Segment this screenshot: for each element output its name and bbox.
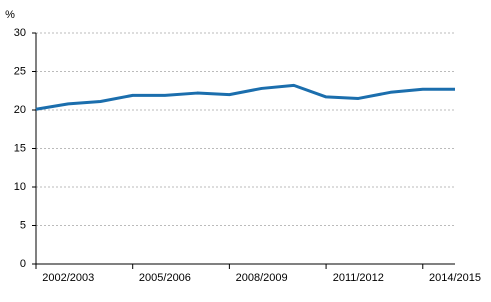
x-tick-label: 2002/2003 (42, 272, 94, 284)
y-tick-label: 30 (14, 27, 26, 39)
y-axis-label: % (5, 9, 15, 21)
y-tick-label: 10 (14, 181, 26, 193)
data-line (35, 83, 455, 111)
x-tick-label: 2011/2012 (333, 272, 384, 284)
y-tick-label: 25 (14, 65, 26, 77)
x-tick-label: 2014/2015 (429, 272, 481, 284)
x-tick-label: 2008/2009 (236, 272, 288, 284)
y-tick-label: 5 (20, 219, 26, 231)
x-tick-label: 2005/2006 (139, 272, 191, 284)
y-tick-label: 20 (14, 104, 26, 116)
y-tick-label: 0 (20, 258, 26, 270)
y-tick-label: 15 (14, 142, 26, 154)
